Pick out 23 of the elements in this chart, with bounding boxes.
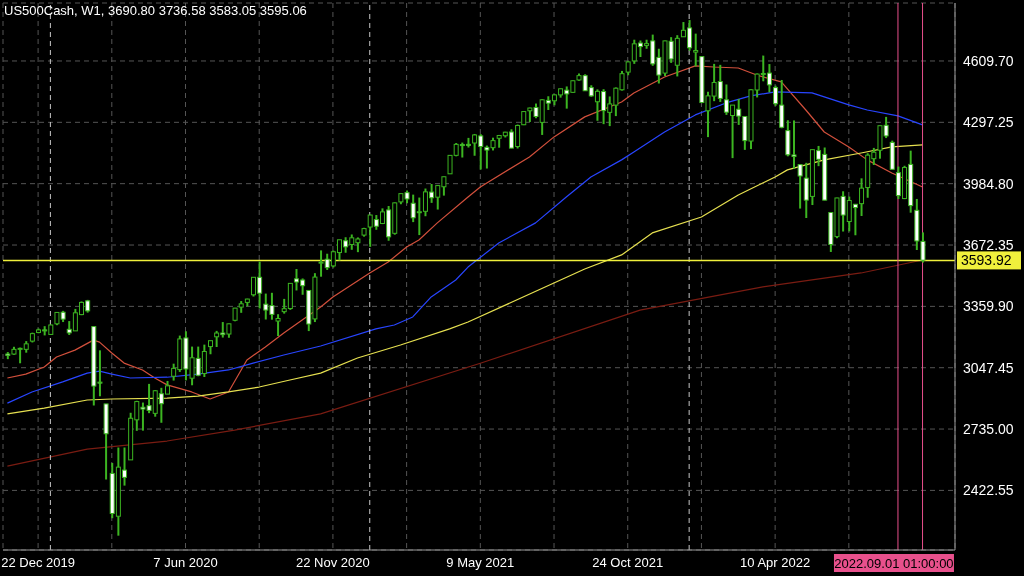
y-tick-label: 3047.45 xyxy=(963,359,1014,376)
y-tick-label: 2735.00 xyxy=(963,421,1014,438)
x-tick-label: 10 Apr 2022 xyxy=(740,555,811,571)
ref-line-label: 2022.09.01 01:00:00 xyxy=(834,556,954,571)
line-series xyxy=(6,144,924,415)
y-tick-label: 2422.55 xyxy=(963,482,1014,499)
candlestick xyxy=(797,163,803,210)
candlestick xyxy=(779,78,785,130)
candlestick xyxy=(773,84,779,107)
y-tick-label: 3359.90 xyxy=(963,298,1014,315)
x-tick-label: 22 Nov 2020 xyxy=(296,555,370,571)
ref-line-label: 3593.92 xyxy=(961,252,1012,269)
x-tick-label: 7 Jun 2020 xyxy=(153,555,218,571)
y-tick-label: 3984.80 xyxy=(963,175,1014,192)
y-tick-label: 4609.70 xyxy=(963,52,1014,69)
y-tick-label: 3672.35 xyxy=(963,236,1014,253)
x-tick-label: 24 Oct 2021 xyxy=(592,555,664,571)
x-tick-label: 9 May 2021 xyxy=(446,555,515,571)
x-tick-label: 22 Dec 2019 xyxy=(1,555,75,571)
y-tick-label: 4297.25 xyxy=(963,114,1014,131)
candlestick xyxy=(275,313,281,337)
candlestick xyxy=(693,32,699,68)
chart-title: US500Cash, W1, 3690.80 3736.58 3583.05 3595.06 xyxy=(4,3,307,18)
